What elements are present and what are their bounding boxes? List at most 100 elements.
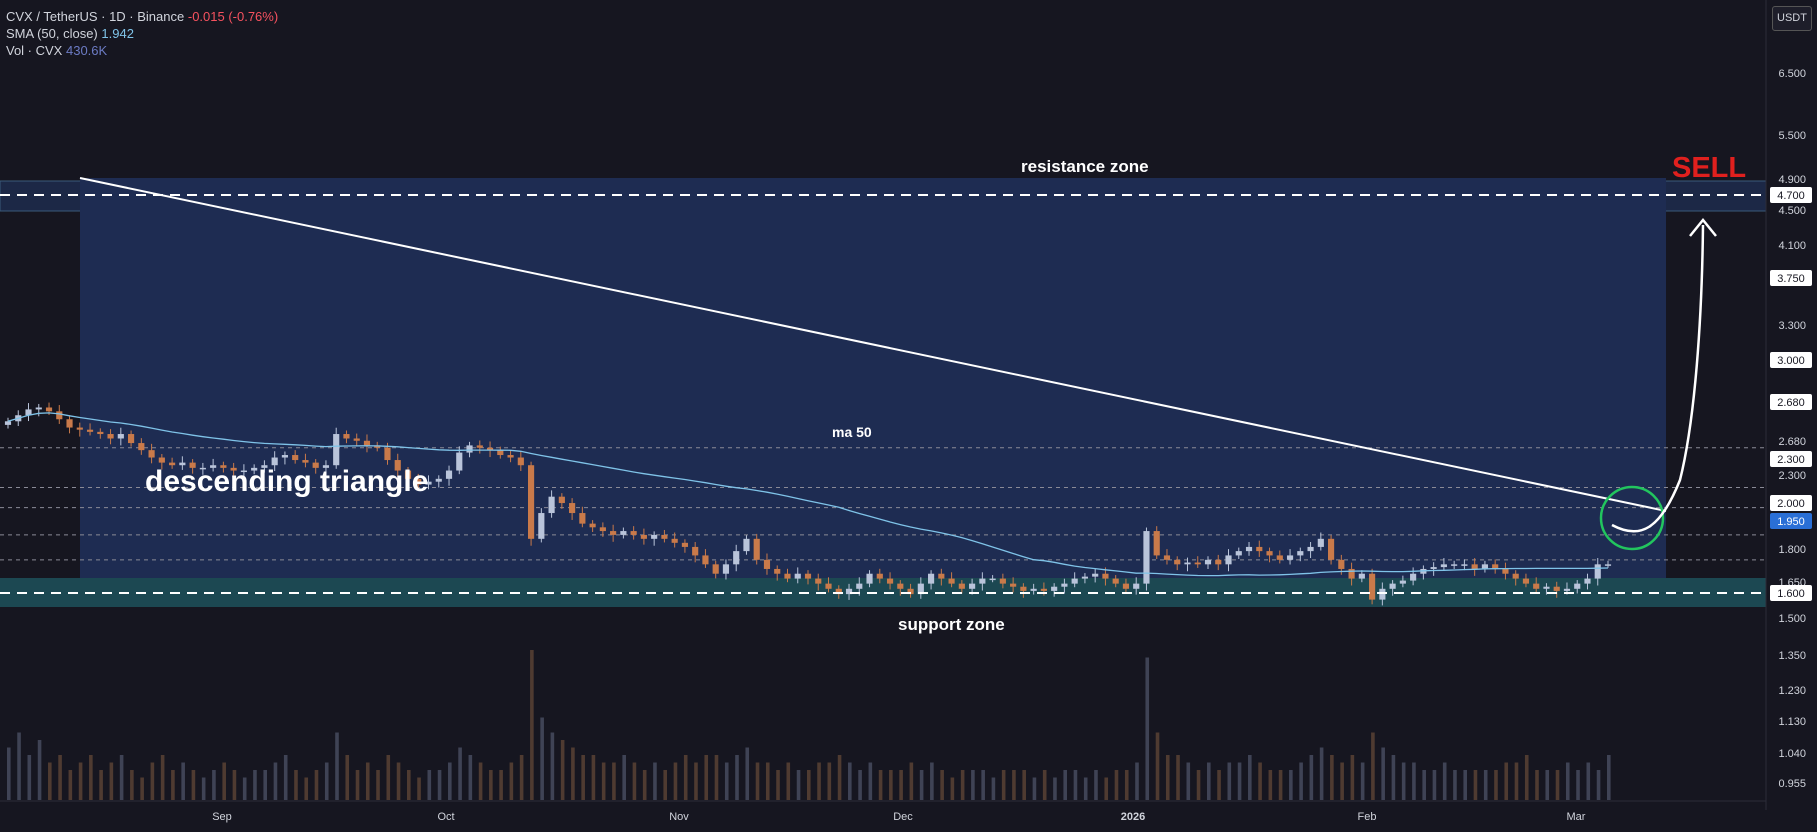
candle-body bbox=[1533, 583, 1540, 589]
candle-body bbox=[199, 467, 206, 470]
candle-body bbox=[938, 573, 945, 579]
time-axis: Sep Oct Nov Dec 2026 Feb Mar bbox=[212, 811, 1586, 823]
x-tick-label: Mar bbox=[1567, 811, 1586, 823]
candle-body bbox=[1204, 559, 1212, 565]
candle-body bbox=[169, 462, 176, 466]
candle-body bbox=[1399, 580, 1406, 584]
sma-row[interactable]: SMA (50, close) 1.942 bbox=[6, 25, 278, 42]
volume-bar bbox=[1114, 770, 1119, 800]
candle-body bbox=[66, 419, 73, 428]
candle-body bbox=[671, 538, 678, 543]
resistance-zone-label: resistance zone bbox=[1021, 157, 1149, 176]
volume-bar bbox=[519, 755, 524, 800]
candle-body bbox=[876, 573, 883, 579]
candle-body bbox=[138, 443, 145, 451]
candle-body bbox=[712, 564, 719, 574]
volume-bar bbox=[1524, 755, 1529, 800]
volume-bar bbox=[919, 770, 924, 800]
volume-bar bbox=[1042, 770, 1047, 800]
volume-bar bbox=[201, 777, 206, 800]
volume-bar bbox=[796, 770, 801, 800]
candle-body bbox=[845, 588, 853, 595]
candle-body bbox=[1081, 576, 1088, 579]
volume-bar bbox=[1350, 755, 1355, 800]
x-tick-label: Nov bbox=[669, 811, 689, 823]
candle-body bbox=[384, 447, 391, 461]
candle-body bbox=[1225, 555, 1232, 565]
volume-bar bbox=[530, 650, 534, 800]
volume-bar bbox=[314, 770, 319, 800]
volume-row[interactable]: Vol · CVX 430.6K bbox=[6, 42, 278, 59]
candle-body bbox=[1451, 564, 1458, 566]
volume-bar bbox=[1217, 770, 1221, 800]
volume-bar bbox=[1248, 755, 1252, 800]
price-tag-resistance: 4.700 bbox=[1777, 190, 1805, 202]
volume-bar bbox=[817, 762, 821, 800]
symbol-title[interactable]: CVX / TetherUS · 1D · Binance bbox=[6, 9, 185, 24]
candle-body bbox=[210, 465, 217, 468]
support-zone-label: support zone bbox=[898, 615, 1005, 634]
candle-body bbox=[1133, 583, 1140, 589]
candle-body bbox=[312, 462, 319, 468]
candle-body bbox=[230, 467, 237, 471]
candle-body bbox=[425, 481, 432, 485]
y-tick-label: 1.500 bbox=[1778, 613, 1806, 625]
price-tag-2680: 2.680 bbox=[1777, 397, 1805, 409]
candle-body bbox=[1153, 531, 1160, 556]
y-tick-label: 1.130 bbox=[1778, 716, 1806, 728]
candle-body bbox=[1143, 531, 1150, 584]
volume-bar bbox=[1063, 770, 1067, 800]
price-tag-box bbox=[1770, 187, 1812, 203]
volume-bar bbox=[1494, 770, 1498, 800]
price-tag-3000: 3.000 bbox=[1777, 355, 1805, 367]
candle-body bbox=[25, 409, 32, 416]
candle-body bbox=[630, 531, 637, 535]
candle-body bbox=[589, 523, 596, 528]
candle-body bbox=[1030, 588, 1037, 591]
chart-legend: CVX / TetherUS · 1D · Binance -0.015 (-0… bbox=[6, 8, 278, 59]
volume-bar bbox=[1176, 755, 1180, 800]
candle-body bbox=[784, 573, 791, 579]
candle-body bbox=[1481, 564, 1488, 569]
candle-body bbox=[651, 534, 658, 539]
volume-bar bbox=[776, 770, 780, 800]
descending-trendline bbox=[79, 177, 1667, 512]
candle-body bbox=[374, 445, 381, 448]
volume-bar bbox=[673, 762, 678, 800]
candle-body bbox=[917, 583, 924, 595]
candle-body bbox=[1594, 564, 1601, 579]
candle-body bbox=[333, 434, 340, 466]
volume-bar bbox=[99, 770, 103, 800]
candle-body bbox=[148, 450, 155, 458]
y-tick-label: 4.900 bbox=[1778, 174, 1806, 186]
volume-bar bbox=[755, 762, 760, 800]
candle-body bbox=[456, 452, 463, 471]
y-tick-label: 4.100 bbox=[1778, 240, 1806, 252]
volume-bar bbox=[1053, 777, 1057, 800]
volume-bar bbox=[930, 762, 934, 800]
volume-bar bbox=[89, 755, 93, 800]
candle-body bbox=[292, 455, 299, 461]
price-tag-2300: 2.300 bbox=[1777, 454, 1805, 466]
volume-bar bbox=[735, 755, 739, 800]
volume-bar bbox=[878, 770, 883, 800]
volume-bar bbox=[632, 762, 637, 800]
volume-bar bbox=[1422, 770, 1426, 800]
volume-bar bbox=[858, 770, 862, 800]
currency-selector-button[interactable]: USDT bbox=[1772, 6, 1812, 31]
price-tag-box bbox=[1770, 513, 1812, 529]
candle-body bbox=[445, 470, 453, 479]
price-tag-2000: 2.000 bbox=[1777, 498, 1805, 510]
volume-bar bbox=[663, 770, 667, 800]
breakout-circle bbox=[1599, 485, 1665, 551]
candle-body bbox=[907, 588, 914, 595]
sell-label: SELL bbox=[1672, 152, 1746, 184]
candle-body bbox=[220, 465, 227, 468]
volume-bar bbox=[1483, 770, 1488, 800]
volume-bar bbox=[324, 762, 329, 800]
volume-bar bbox=[242, 777, 247, 800]
volume-bar bbox=[1330, 755, 1334, 800]
candle-body bbox=[1112, 578, 1119, 584]
